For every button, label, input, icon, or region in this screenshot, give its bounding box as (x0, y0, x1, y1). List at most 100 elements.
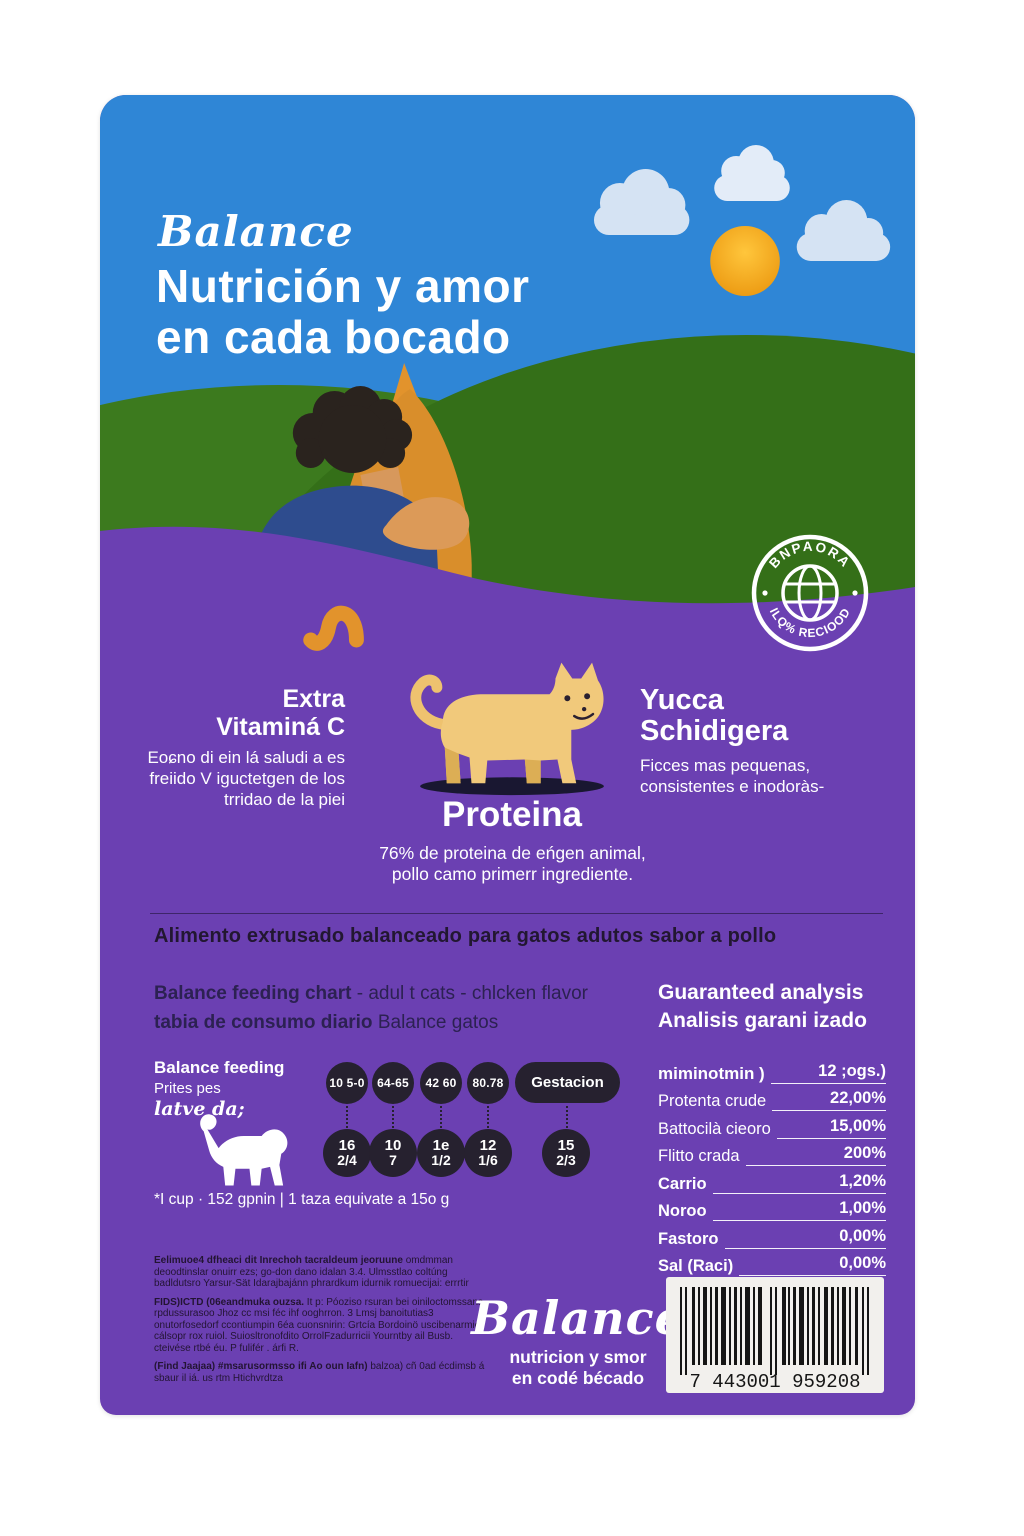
dotted-connector (392, 1106, 394, 1128)
portion-bubble: 10 7 (369, 1129, 417, 1177)
feeding-title-bold: Balance feeding chart (154, 983, 352, 1004)
hero-illustration (100, 95, 915, 655)
feature-protein-body: 76% de proteina de eńgen animal, pollo c… (379, 843, 646, 884)
cat-shadow (420, 777, 604, 796)
legal-paragraph: (Find Jaajaa) #msarusormsso ifi Ao oun I… (154, 1361, 489, 1384)
feature-title: Extra Vitaminá C (130, 685, 345, 741)
analysis-title-line1: Guaranteed analysis (658, 981, 864, 1004)
feature-yucca: Yucca Schidigera Ficces mas pequenas, co… (640, 685, 885, 797)
dotted-connector (487, 1106, 489, 1128)
portion-bubble: 15 2/3 (542, 1129, 590, 1177)
analysis-value: 200% (843, 1144, 886, 1162)
person-arm (382, 497, 470, 550)
headline-line1: Nutrición y amor (156, 260, 530, 312)
legal-rest: balzoa) cñ 0ad écdimsb á sbaur il iá. us… (154, 1361, 485, 1384)
analysis-row: Carrio 1,20% (658, 1166, 886, 1194)
headline-line2: en cada bocado (156, 311, 511, 363)
analysis-row: Sal (Raci) 0,00% (658, 1249, 886, 1276)
feature-vitamin-c: Extra Vitaminá C Eoɕno di ein lá saludi … (130, 685, 345, 810)
pet-food-package-back: Balance Nutrición y amor en cada bocado … (100, 95, 915, 1415)
portion-bottom: 7 (389, 1152, 397, 1168)
footer-brand-logo: Balance (471, 1291, 685, 1345)
barcode: 7 443001 959208 (666, 1277, 884, 1393)
barcode-bars: 7 443001 959208 (680, 1287, 869, 1393)
feeding-label-title: Balance feeding (154, 1058, 285, 1077)
brand-logo: Balance (158, 207, 354, 256)
badge-bottom-text: ILQ% RECIOOD (767, 605, 852, 640)
portion-top: 1e (432, 1137, 450, 1154)
feature-title-line2: Vitaminá C (216, 713, 345, 741)
feeding-footnote: *I cup · 152 gpnin | 1 taza equivate a 1… (154, 1191, 450, 1208)
cloud-icon (593, 169, 690, 235)
analysis-value: 1,00% (839, 1199, 886, 1217)
purple-foreground-hill (100, 526, 915, 655)
divider-line (150, 913, 883, 914)
legal-rest: It p: Póoziso rsuran bei oiniloctomssans… (154, 1296, 484, 1354)
cloud-icon (714, 145, 790, 201)
analysis-label: Fastoro (658, 1229, 719, 1248)
cloud-icon (796, 200, 891, 261)
feature-protein-title: Proteina (441, 795, 583, 834)
svg-text:ILQ% RECIOOD: ILQ% RECIOOD (767, 605, 853, 640)
weight-bubble: 10 5-0 (326, 1062, 368, 1104)
feeding-title-rest: - adul t cats - chlcken flavor (351, 983, 588, 1004)
analysis-label: Flitto crada (658, 1147, 740, 1165)
portion-top: 15 (557, 1137, 575, 1154)
feeding-subtitle-rest: Balance gatos (372, 1012, 499, 1033)
legal-rest: omdmman deoodtinslar onuirr ezs; go-don … (154, 1255, 469, 1289)
analysis-row: Flitto crada 200% (658, 1139, 886, 1166)
analysis-row: Protenta crude 22,00% (658, 1084, 886, 1111)
cat-tail (303, 605, 364, 651)
analysis-value: 1,20% (839, 1171, 886, 1190)
weight-bubble: 64-65 (372, 1062, 414, 1104)
cat-illustration (410, 662, 604, 796)
portion-bubble: 1e 1/2 (417, 1129, 465, 1177)
feature-title-line2: Schidigera (640, 715, 789, 747)
analysis-value: 15,00% (830, 1116, 886, 1135)
portion-bottom: 2/3 (556, 1152, 576, 1168)
dotted-connector (440, 1106, 442, 1128)
analysis-value: 12 ;ogs.) (818, 1061, 886, 1080)
analysis-label: Protenta crude (658, 1092, 767, 1110)
feeding-label-line2: Prites pes (154, 1080, 221, 1097)
feeding-subtitle-bold: tabia de consumo diario (154, 1012, 373, 1033)
analysis-label: Sal (Raci) (658, 1257, 734, 1275)
footer-tagline-line2: en codé bécado (511, 1368, 645, 1388)
portion-bottom: 2/4 (337, 1152, 357, 1168)
feature-title-line1: Extra (282, 685, 345, 713)
portion-bottom: 1/6 (478, 1152, 498, 1168)
feeding-label-script: latve da; (154, 1098, 245, 1120)
footer-tagline-line1: nutricion y smor (509, 1347, 647, 1367)
feeding-chart-title: Balance feeding chart - adul t cats - ch… (154, 979, 588, 1037)
analysis-label: Noroo (658, 1202, 707, 1220)
dog-icon (200, 1114, 288, 1186)
analysis-title: Guaranteed analysis Analisis garani izad… (658, 979, 867, 1035)
barcode-number: 7 443001 959208 (689, 1371, 860, 1393)
sun-icon (710, 226, 780, 296)
analysis-table: miminotmin ) 12 ;ogs.) Protenta crude 22… (658, 1056, 886, 1276)
globe-icon (781, 564, 839, 622)
analysis-label: miminotmin ) (658, 1063, 765, 1083)
portion-bottom: 1/2 (431, 1152, 451, 1168)
feature-body: Ficces mas pequenas, consistentes e inod… (640, 756, 825, 796)
product-statement: Alimento extrusado balanceado para gatos… (154, 925, 777, 947)
recycle-badge: BNPAORA ILQ% RECIOOD (751, 534, 869, 652)
analysis-value: 0,00% (839, 1254, 886, 1272)
weight-bubble-gestation: Gestacion (515, 1062, 620, 1103)
legal-bold: Eelimuoe4 dfheaci dit Inrechoh tacraldeu… (154, 1255, 403, 1266)
analysis-label: Carrio (658, 1174, 707, 1193)
headline: Nutrición y amor en cada bocado (156, 261, 530, 363)
analysis-label: Battocilà cieoro (658, 1119, 771, 1138)
feature-title-line1: Yucca (640, 684, 724, 716)
legal-paragraph: Eelimuoe4 dfheaci dit Inrechoh tacraldeu… (154, 1255, 489, 1290)
analysis-title-line2: Analisis garani izado (658, 1009, 867, 1032)
legal-text: Eelimuoe4 dfheaci dit Inrechoh tacraldeu… (154, 1255, 489, 1391)
weight-bubble: 42 60 (420, 1062, 462, 1104)
cat-tail (410, 674, 447, 730)
analysis-row: Battocilà cieoro 15,00% (658, 1111, 886, 1139)
portion-top: 16 (338, 1137, 356, 1154)
portion-bubble: 16 2/4 (323, 1129, 371, 1177)
portion-top: 12 (479, 1137, 497, 1154)
footer-tagline: nutricion y smor en codé bécado (448, 1347, 708, 1389)
legal-paragraph: FIDS)ICTD (06eandmuka ouzsa. It p: Póozi… (154, 1297, 489, 1355)
